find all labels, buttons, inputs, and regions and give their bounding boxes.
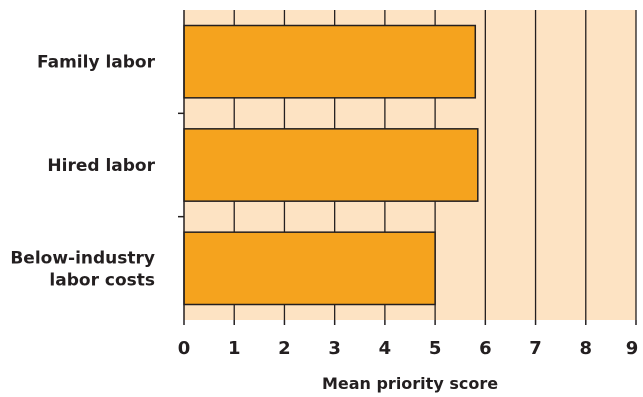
x-tick-label-8: 8	[580, 338, 593, 359]
x-tick-label-7: 7	[529, 338, 542, 359]
x-axis-title: Mean priority score	[322, 374, 498, 393]
category-label-0: Family labor	[37, 53, 156, 73]
x-tick-label-5: 5	[429, 338, 442, 359]
bars	[183, 24, 479, 306]
category-label-2: Below-industry labor costs	[10, 248, 155, 290]
x-tick-label-1: 1	[228, 338, 241, 359]
x-tick-label-2: 2	[278, 338, 291, 359]
x-tick-label-4: 4	[379, 338, 392, 359]
x-tick-label-3: 3	[328, 338, 341, 359]
bar-0	[183, 24, 477, 99]
y-axis-ticks	[178, 112, 184, 218]
x-tick-label-6: 6	[479, 338, 492, 359]
category-label-1: Hired labor	[47, 156, 155, 176]
x-axis-tick-labels: 0 1 2 3 4 5 6 7 8 9	[178, 320, 639, 359]
x-tick-label-9: 9	[626, 338, 639, 359]
x-tick-label-0: 0	[178, 338, 191, 359]
bar-2	[183, 231, 436, 306]
bar-1	[183, 128, 479, 202]
category-labels: Family labor Hired labor Below-industry lab…	[10, 53, 155, 291]
